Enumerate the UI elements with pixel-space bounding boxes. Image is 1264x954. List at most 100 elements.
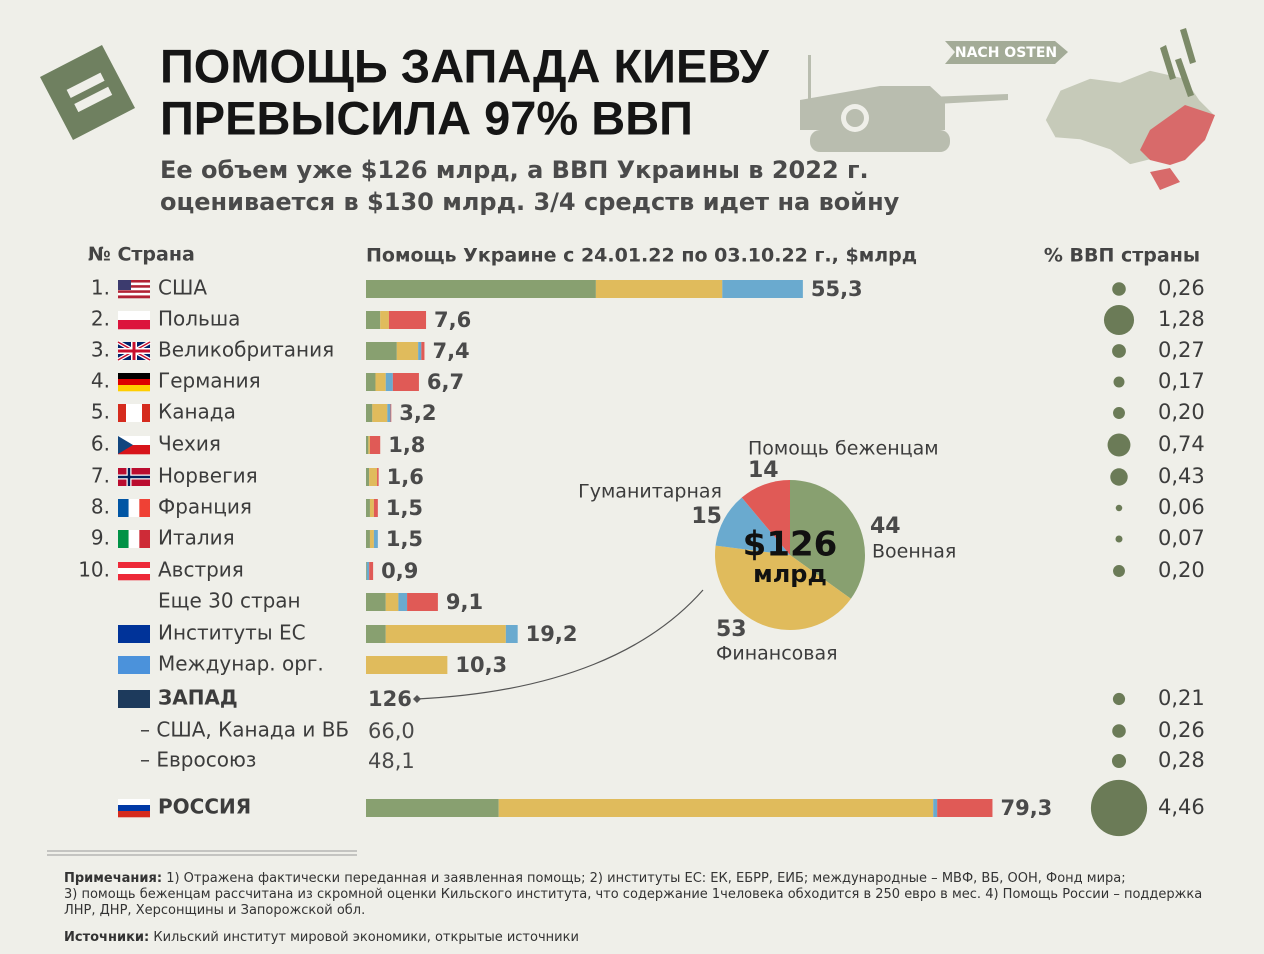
- country-name: Норвегия: [158, 464, 258, 488]
- flag-stripe: [118, 280, 150, 283]
- bar-segment: [375, 373, 386, 391]
- flag-stripe: [139, 530, 150, 548]
- gdp-dot: [1113, 376, 1125, 388]
- note-text: 3) помощь беженцам рассчитана из скромно…: [64, 887, 1202, 902]
- bar-segment: [505, 625, 518, 643]
- pie-slice-name: Финансовая: [716, 643, 838, 665]
- bar-segment: [373, 530, 378, 548]
- total-value: 48,1: [368, 749, 415, 773]
- bar-segment: [366, 373, 376, 391]
- flag-stripe: [118, 574, 150, 581]
- row-number: 2.: [91, 307, 110, 331]
- pie-slice: [741, 480, 790, 555]
- gdp-dot: [1115, 535, 1123, 543]
- country-name: Великобритания: [158, 338, 334, 362]
- column-header: Помощь Украине с 24.01.22 по 03.10.22 г.…: [366, 245, 917, 267]
- flag-stripe: [118, 379, 150, 386]
- bar-segment: [366, 530, 370, 548]
- flag-stripe: [118, 404, 126, 422]
- bar-segment: [937, 799, 993, 817]
- flag-icon: [117, 340, 151, 362]
- bar-segment: [385, 593, 399, 611]
- title-line: ПОМОЩЬ ЗАПАДА КИЕВУ: [160, 39, 769, 92]
- gdp-dot: [1112, 282, 1126, 296]
- bar-segment: [366, 593, 386, 611]
- gdp-label: 0,74: [1158, 432, 1205, 456]
- column-header: % ВВП страны: [1044, 245, 1200, 267]
- pie-unit: млрд: [753, 560, 827, 588]
- bar-segment: [366, 280, 596, 298]
- pie-slice-name: Гуманитарная: [578, 481, 722, 503]
- bar-segment: [366, 468, 370, 486]
- bar-segment: [498, 799, 934, 817]
- flag-triangle: [118, 436, 133, 454]
- flag-icon: [118, 625, 150, 643]
- row-number: 5.: [91, 400, 110, 424]
- gdp-dot: [1113, 565, 1125, 577]
- bar-segment: [368, 436, 370, 454]
- gdp-dot: [1112, 724, 1126, 738]
- bar-segment: [366, 404, 373, 422]
- pie-slice-name: Военная: [872, 541, 956, 563]
- bar-segment: [366, 499, 370, 517]
- flag-icon: [118, 373, 150, 392]
- gdp-dot: [1110, 468, 1128, 486]
- column-header: № Страна: [88, 244, 195, 266]
- bar-segment: [366, 311, 381, 329]
- row-number: 9.: [91, 526, 110, 550]
- row-number: 6.: [91, 432, 110, 456]
- bar-total: 0,9: [381, 559, 418, 583]
- bar-total: 9,1: [446, 590, 483, 614]
- bar-segment: [366, 342, 397, 360]
- bar-segment: [387, 404, 391, 422]
- bar-total: 79,3: [1000, 796, 1052, 820]
- gdp-dot: [1112, 344, 1126, 358]
- row-number: 8.: [91, 495, 110, 519]
- bar-segment: [369, 530, 374, 548]
- gdp-label: 0,07: [1158, 526, 1205, 550]
- gdp-label: 0,17: [1158, 369, 1205, 393]
- gdp-label: 0,27: [1158, 338, 1205, 362]
- flag-stripe: [118, 499, 129, 517]
- gdp-label: 0,06: [1158, 495, 1205, 519]
- flag-field: [118, 690, 150, 708]
- tank-illustration: [800, 55, 1008, 152]
- bar-total: 1,6: [387, 465, 424, 489]
- gdp-dot: [1111, 753, 1127, 769]
- sources: Источники: Кильский институт мировой эко…: [64, 930, 579, 945]
- flag-stripe: [139, 499, 150, 517]
- sources-label: Источники:: [64, 930, 149, 945]
- bar-total: 6,7: [427, 370, 464, 394]
- badge: NACH OSTEN: [955, 45, 1057, 61]
- flag-stripe: [118, 287, 150, 291]
- flag-icon: [118, 690, 150, 708]
- flag-stripe: [118, 373, 150, 380]
- flag-stripe: [118, 311, 150, 321]
- flag-stripe: [118, 568, 150, 575]
- flag-field: [118, 656, 150, 674]
- bar-total: 1,5: [386, 496, 423, 520]
- bar-segment: [396, 342, 419, 360]
- bar-segment: [366, 562, 367, 580]
- connector: [416, 589, 704, 700]
- flag-stripe: [128, 499, 140, 517]
- flag-icon: [118, 656, 150, 674]
- country-name: – Евросоюз: [140, 748, 256, 772]
- bar-segment: [366, 562, 370, 580]
- pie-slice-value: 14: [748, 458, 779, 483]
- country-name: Чехия: [158, 432, 221, 456]
- flag-stripe: [118, 320, 150, 330]
- country-name: Германия: [158, 369, 261, 393]
- row-number: 7.: [91, 464, 110, 488]
- flag-stripe: [118, 385, 150, 392]
- flag-stripe: [126, 404, 142, 422]
- flag-canton: [118, 280, 131, 290]
- bar-total: 1,5: [386, 527, 423, 551]
- sources-text: Кильский институт мировой экономики, отк…: [149, 930, 579, 945]
- flag-stripe: [142, 404, 150, 422]
- gdp-label: 0,26: [1158, 718, 1205, 742]
- flag-stripe: [128, 530, 140, 548]
- flag-icon: [118, 499, 150, 517]
- row-number: 1.: [91, 276, 110, 300]
